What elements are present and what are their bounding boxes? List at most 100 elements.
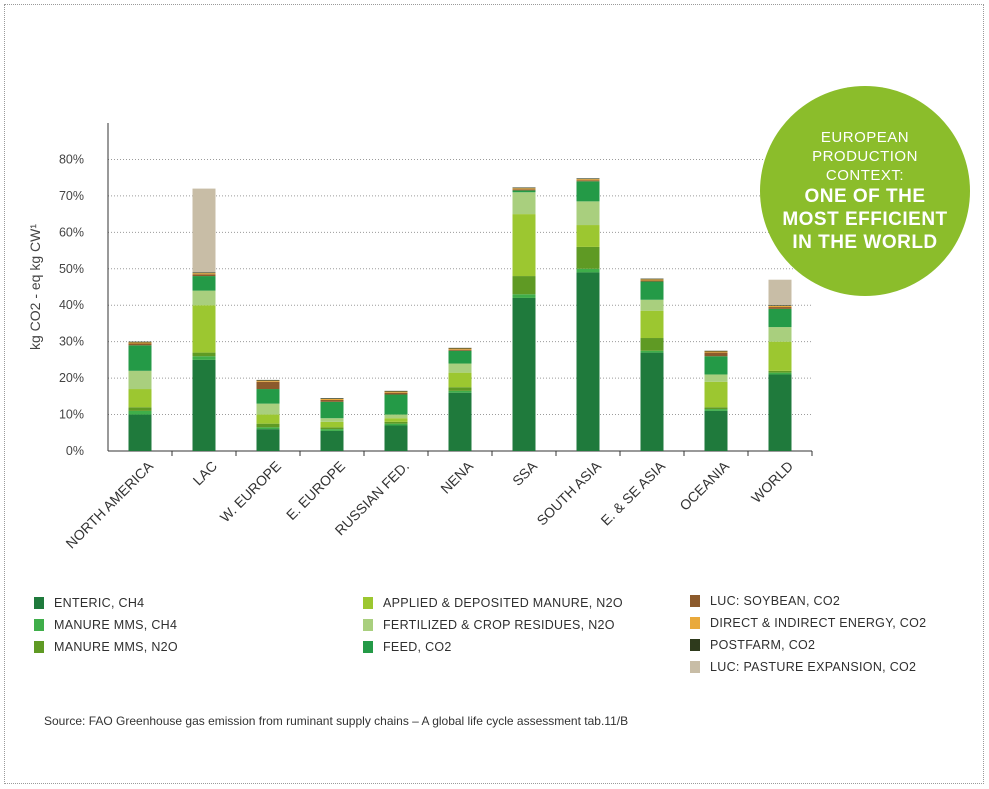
bar-segment	[768, 370, 792, 373]
bar-segment	[640, 281, 664, 300]
bar-segment	[192, 188, 216, 273]
bar-segment	[576, 178, 600, 180]
legend-label: LUC: PASTURE EXPANSION, CO2	[710, 660, 917, 674]
bar-segment	[576, 181, 600, 202]
bar-segment	[640, 338, 664, 351]
bar-segment	[256, 381, 280, 390]
legend-swatch	[363, 619, 373, 631]
source-note: Source: FAO Greenhouse gas emission from…	[44, 714, 629, 728]
bar-segment	[512, 276, 536, 295]
x-tick-label: OCEANIA	[676, 457, 732, 513]
bar-segment	[640, 299, 664, 311]
x-tick-label: SSA	[509, 457, 541, 489]
bar-segment	[320, 427, 344, 430]
bar-segment	[576, 272, 600, 451]
bar-segment	[320, 399, 344, 402]
legend-column-2: APPLIED & DEPOSITED MANURE, N2O FERTILIZ…	[363, 592, 623, 658]
bar-segment	[640, 278, 664, 280]
bar-segment	[384, 392, 408, 395]
bar-segment	[192, 276, 216, 291]
bar-segment	[384, 421, 408, 424]
bar-segment	[320, 430, 344, 451]
bar-segment	[512, 192, 536, 215]
bar-segment	[576, 201, 600, 226]
badge-line-6: IN THE WORLD	[792, 232, 938, 253]
bar-segment	[512, 214, 536, 277]
legend-item: APPLIED & DEPOSITED MANURE, N2O	[363, 592, 623, 614]
legend-label: LUC: SOYBEAN, CO2	[710, 594, 841, 608]
badge-line-3: CONTEXT:	[825, 167, 905, 184]
bar-segment	[512, 188, 536, 190]
legend-swatch	[34, 641, 44, 653]
bar-segment	[320, 401, 344, 419]
bar-segment	[768, 327, 792, 342]
bar-segment	[384, 414, 408, 419]
legend-column-1: ENTERIC, CH4 MANURE MMS, CH4 MANURE MMS,…	[34, 592, 178, 658]
bar-segment	[384, 423, 408, 426]
bar-segment	[128, 410, 152, 415]
bar-segment	[320, 421, 344, 428]
bar-segment	[704, 410, 728, 451]
x-tick-label: E. & SE ASIA	[597, 457, 668, 528]
y-tick-label: 40%	[59, 298, 84, 312]
legend-swatch	[690, 595, 700, 607]
bar-segment	[576, 225, 600, 247]
bar-segment	[768, 374, 792, 451]
legend-item: LUC: PASTURE EXPANSION, CO2	[690, 656, 926, 678]
y-tick-label: 60%	[59, 225, 84, 239]
bar-segment	[384, 391, 408, 393]
y-tick-label: 0%	[66, 444, 84, 458]
bar-segment	[704, 351, 728, 353]
bar-segment	[576, 179, 600, 181]
bar-segment	[448, 390, 472, 393]
bar-segment	[512, 294, 536, 298]
bar-segment	[256, 380, 280, 382]
bar-segment	[384, 394, 408, 415]
bar-segment	[576, 246, 600, 269]
bar-segment	[448, 347, 472, 349]
bar-segment	[384, 425, 408, 451]
bar-segment	[448, 348, 472, 350]
legend-item: DIRECT & INDIRECT ENERGY, CO2	[690, 612, 926, 634]
legend-swatch	[363, 597, 373, 609]
legend-label: MANURE MMS, CH4	[54, 618, 178, 632]
bar-segment	[768, 307, 792, 309]
y-tick-label: 50%	[59, 262, 84, 276]
bar-segment	[704, 407, 728, 410]
bar-segment	[128, 414, 152, 451]
badge-line-1: EUROPEAN	[820, 129, 910, 146]
bar-segment	[320, 429, 344, 431]
bar-segment	[576, 180, 600, 182]
legend-item: POSTFARM, CO2	[690, 634, 926, 656]
legend-label: FEED, CO2	[383, 640, 452, 654]
bar-segment	[256, 379, 280, 381]
bar-segment	[320, 418, 344, 422]
bar-segment	[640, 279, 664, 281]
legend-swatch	[690, 617, 700, 629]
bar-segment	[256, 389, 280, 404]
bar-segment	[256, 414, 280, 424]
bar-segment	[128, 370, 152, 390]
bar-segment	[448, 392, 472, 451]
bar-segment	[128, 345, 152, 371]
bar-segment	[640, 280, 664, 282]
legend-item: MANURE MMS, CH4	[34, 614, 178, 636]
bar-segment	[256, 427, 280, 430]
bar-segment	[704, 374, 728, 382]
x-tick-label: SOUTH ASIA	[533, 457, 604, 528]
bar-segment	[576, 268, 600, 273]
bar-segment	[512, 190, 536, 193]
bar-segment	[192, 356, 216, 360]
legend-item: LUC: SOYBEAN, CO2	[690, 590, 926, 612]
legend-label: POSTFARM, CO2	[710, 638, 816, 652]
legend-label: FERTILIZED & CROP RESIDUES, N2O	[383, 618, 615, 632]
bar-segment	[704, 381, 728, 408]
bar-segment	[704, 356, 728, 375]
legend-item: ENTERIC, CH4	[34, 592, 178, 614]
bar-segment	[512, 187, 536, 189]
bar-segment	[320, 398, 344, 399]
badge-line-5: MOST EFFICIENT	[782, 209, 948, 230]
x-tick-label: W. EUROPE	[217, 458, 284, 525]
bar-segment	[192, 352, 216, 357]
bar-segment	[192, 273, 216, 275]
